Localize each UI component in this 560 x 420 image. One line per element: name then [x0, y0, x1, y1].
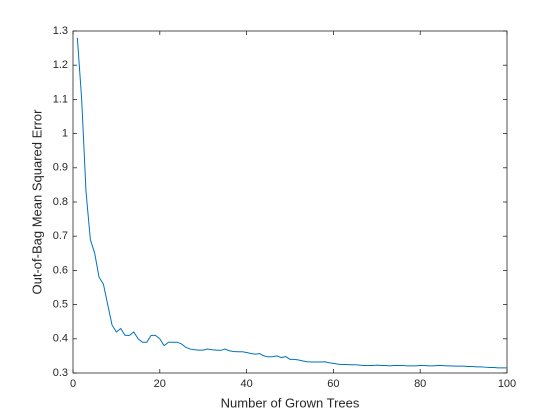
- data-line: [76, 37, 507, 369]
- y-tick-label: 1.2: [53, 59, 68, 71]
- x-axis-label: Number of Grown Trees: [221, 395, 360, 410]
- y-tick-label: 0.5: [53, 299, 68, 311]
- y-tick-label: 1.3: [53, 25, 68, 37]
- y-tick-label: 0.8: [53, 196, 68, 208]
- x-tick-label: 0: [70, 378, 76, 390]
- y-axis-label: Out-of-Bag Mean Squared Error: [29, 109, 44, 295]
- y-tick-label: 1: [62, 128, 68, 140]
- x-tick-label: 40: [240, 378, 252, 390]
- x-tick-label: 80: [414, 378, 426, 390]
- x-tick-label: 60: [327, 378, 339, 390]
- y-tick-label: 0.3: [53, 367, 68, 379]
- axes-box: [72, 30, 508, 374]
- y-tick-label: 0.6: [53, 264, 68, 276]
- y-tick-label: 1.1: [53, 93, 68, 105]
- x-tick-label: 20: [154, 378, 166, 390]
- y-tick-label: 0.4: [53, 333, 68, 345]
- y-tick-label: 0.9: [53, 162, 68, 174]
- y-tick-label: 0.7: [53, 230, 68, 242]
- x-tick-label: 100: [498, 378, 516, 390]
